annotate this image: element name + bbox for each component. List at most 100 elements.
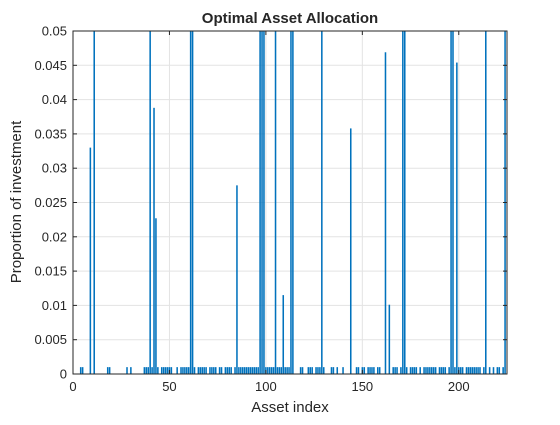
bar — [126, 367, 128, 374]
bar — [276, 367, 279, 374]
bar — [413, 367, 416, 374]
bar — [336, 367, 339, 374]
y-tick-label: 0.02 — [42, 229, 67, 244]
bar — [459, 367, 462, 374]
y-axis-ticks: 0 0.005 0.01 0.015 0.02 0.025 0.03 0.035 0.04 0.0… — [34, 24, 507, 382]
bar — [342, 367, 344, 374]
x-tick-label: 0 — [69, 379, 76, 394]
chart-title: Optimal Asset Allocation — [202, 10, 378, 27]
bar — [332, 367, 335, 374]
bar — [349, 128, 352, 374]
bar — [307, 367, 310, 374]
bar — [259, 31, 261, 374]
bar — [396, 367, 398, 374]
bar — [473, 367, 475, 374]
bar — [498, 367, 501, 374]
bar — [465, 367, 468, 374]
bar — [311, 367, 313, 374]
bar — [369, 367, 371, 374]
bar — [427, 367, 429, 374]
bar — [280, 367, 283, 374]
bar — [193, 367, 196, 374]
bar — [245, 367, 248, 374]
bar — [355, 367, 358, 374]
y-tick-label: 0.03 — [42, 161, 67, 176]
bar — [147, 367, 149, 374]
y-tick-label: 0.005 — [34, 332, 67, 347]
bar — [89, 147, 92, 374]
bar — [444, 367, 447, 374]
bar — [309, 367, 312, 374]
bar — [405, 367, 408, 374]
bar — [485, 31, 487, 374]
bar — [288, 367, 290, 374]
bar — [263, 31, 265, 374]
bar — [234, 367, 236, 374]
bar — [319, 367, 321, 374]
bar — [106, 367, 109, 374]
bar — [205, 367, 207, 374]
bar — [160, 367, 163, 374]
bar — [477, 367, 479, 374]
bar — [496, 367, 499, 374]
bar — [315, 367, 317, 374]
bar — [157, 367, 159, 374]
bar — [257, 367, 259, 374]
bar — [236, 185, 238, 374]
bar — [409, 367, 412, 374]
bar — [400, 367, 402, 374]
bar — [145, 367, 148, 374]
bar — [415, 367, 418, 374]
bar — [438, 367, 441, 374]
y-tick-label: 0.025 — [34, 195, 67, 210]
bar — [243, 367, 246, 374]
x-tick-label: 50 — [162, 379, 176, 394]
bar — [81, 367, 84, 374]
bar — [261, 31, 263, 374]
bar — [492, 367, 495, 374]
bar — [238, 367, 240, 374]
bar — [130, 367, 132, 374]
bar — [153, 107, 155, 374]
bar — [403, 31, 406, 374]
bar — [189, 31, 192, 374]
bar — [402, 31, 404, 374]
x-tick-label: 100 — [255, 379, 277, 394]
bar — [191, 31, 194, 374]
bar — [454, 367, 456, 374]
bar — [432, 367, 435, 374]
bar — [226, 367, 229, 374]
bar — [461, 367, 464, 374]
bar — [186, 367, 188, 374]
bar — [149, 31, 151, 374]
bar — [249, 367, 252, 374]
bar — [299, 367, 302, 374]
bar — [187, 367, 190, 374]
bar — [322, 367, 325, 374]
bar — [431, 367, 433, 374]
bar — [268, 367, 271, 374]
bar — [151, 367, 153, 374]
bar — [93, 31, 95, 374]
bar — [371, 367, 373, 374]
bar — [228, 367, 231, 374]
bar — [450, 31, 452, 374]
bar — [224, 367, 227, 374]
bar — [471, 367, 474, 374]
bar — [164, 367, 167, 374]
bar — [330, 367, 333, 374]
bar — [429, 367, 431, 374]
bar — [363, 367, 366, 374]
bar — [469, 367, 472, 374]
bar — [182, 367, 184, 374]
bar — [197, 367, 200, 374]
bar — [241, 367, 244, 374]
bar — [211, 367, 213, 374]
x-axis-ticks: 0 50 100 150 200 — [69, 31, 470, 394]
bar — [218, 367, 221, 374]
bar — [479, 367, 481, 374]
bar — [357, 367, 360, 374]
bar — [270, 367, 273, 374]
bar — [292, 31, 294, 374]
